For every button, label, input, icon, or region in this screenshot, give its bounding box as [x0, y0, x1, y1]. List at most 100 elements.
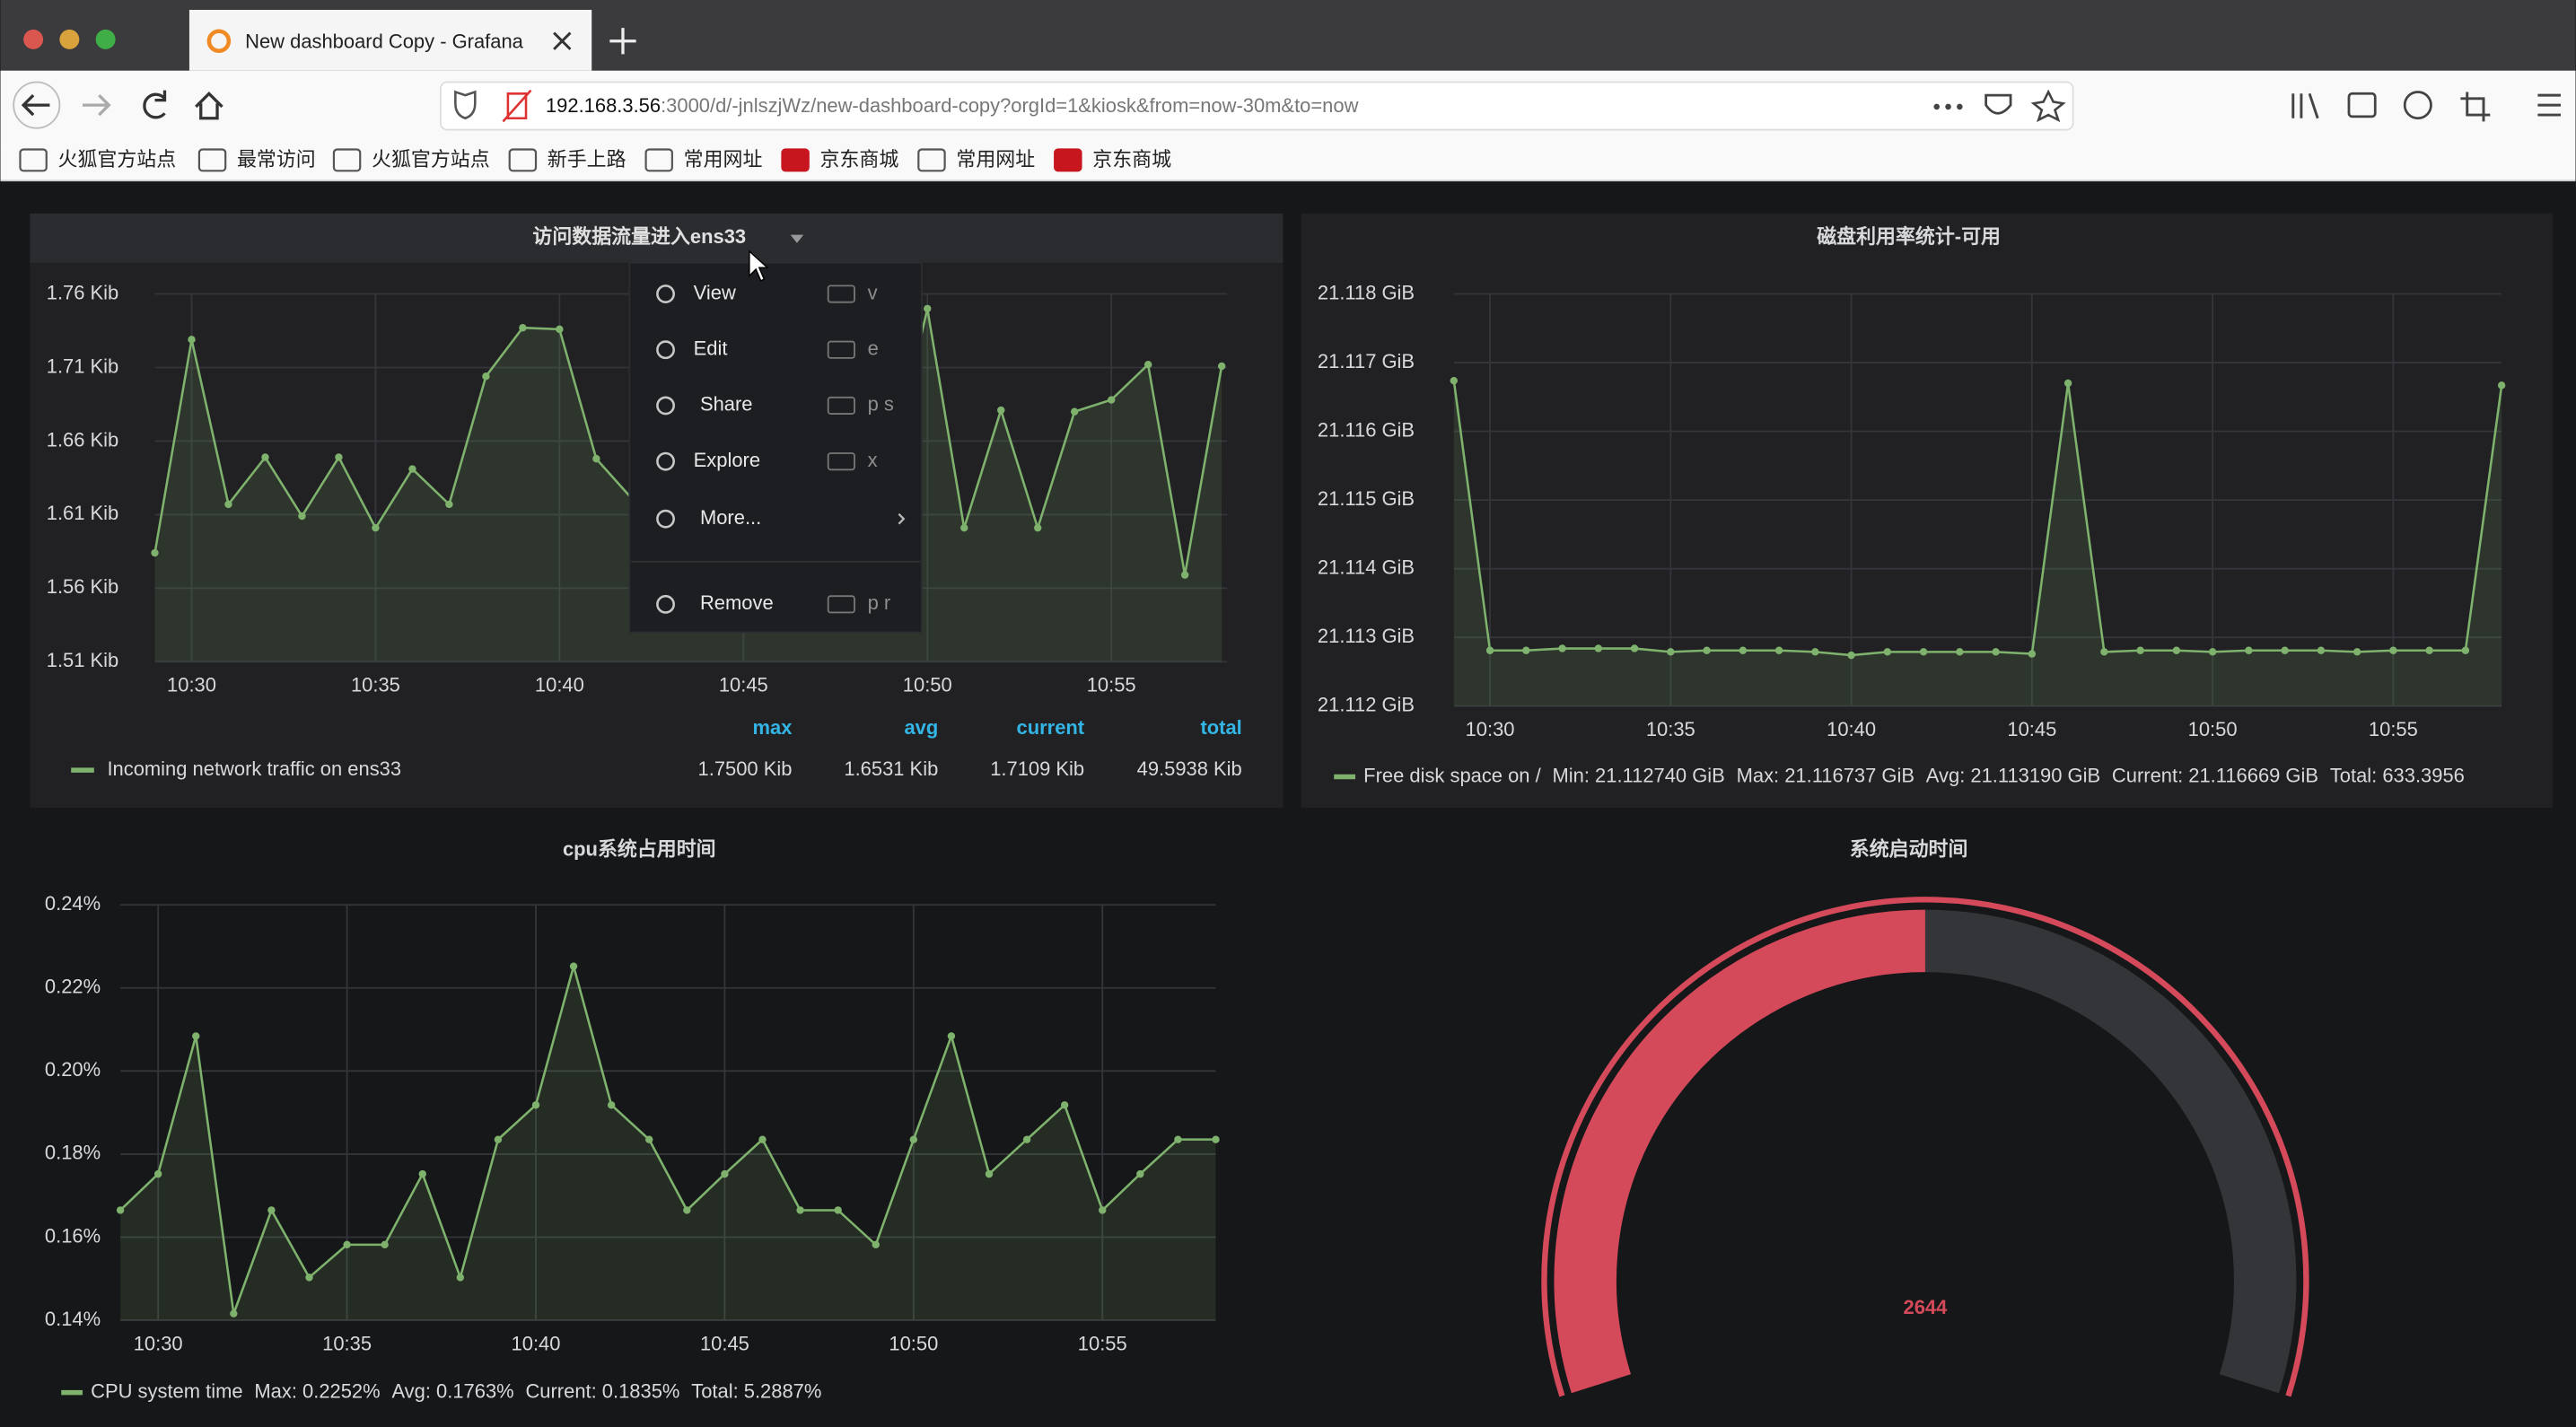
close-window[interactable]: [23, 29, 44, 49]
home-button[interactable]: [195, 91, 223, 120]
keyboard-icon: [827, 595, 855, 614]
bookmark[interactable]: 最常访问: [237, 148, 316, 171]
data-point: [1136, 1169, 1144, 1178]
bookmark-star[interactable]: [2030, 89, 2066, 123]
menu-button[interactable]: [2537, 93, 2562, 117]
url-path: :3000/d/-jnlszjWz/new-dashboard-copy?org…: [661, 94, 1359, 117]
bookmark[interactable]: 新手上路: [548, 148, 626, 171]
x-tick-label: 10:50: [2188, 718, 2238, 740]
menu-shortcut: e: [868, 337, 879, 360]
data-point: [1107, 396, 1116, 404]
data-point: [1180, 571, 1189, 579]
x-tick-label: 10:35: [351, 674, 400, 696]
y-tick-label: 0.22%: [45, 976, 101, 998]
minimize-window[interactable]: [59, 29, 80, 49]
data-point: [2425, 646, 2433, 654]
bookmark-icon: [644, 148, 673, 172]
data-point: [607, 1101, 616, 1109]
data-point: [909, 1135, 918, 1143]
legend-column-header[interactable]: total: [1200, 716, 1241, 739]
panel-title[interactable]: 访问数据流量进入ens33: [532, 225, 746, 248]
menu-shortcut: v: [868, 281, 878, 303]
data-point: [335, 453, 343, 461]
menu-background: [628, 261, 923, 634]
y-tick-label: 0.14%: [45, 1308, 101, 1330]
bookmark[interactable]: 京东商城: [820, 148, 899, 171]
data-point: [2317, 646, 2326, 654]
y-tick-label: 0.16%: [45, 1224, 101, 1247]
bookmark[interactable]: 火狐官方站点: [58, 148, 177, 171]
data-point: [1667, 648, 1675, 656]
forward-button[interactable]: [83, 93, 111, 117]
menu-icon: [656, 340, 675, 360]
zoom-window[interactable]: [95, 29, 116, 49]
data-point: [796, 1206, 804, 1214]
panel-header[interactable]: [30, 213, 1284, 263]
gauge-track: [1924, 909, 2297, 1394]
legend-column-header[interactable]: current: [1017, 716, 1085, 739]
x-tick-label: 10:50: [903, 674, 952, 696]
menu-item-label[interactable]: More...: [700, 506, 761, 529]
data-point: [1956, 648, 1964, 656]
legend-value: 49.5938 Kib: [1137, 757, 1242, 780]
menu-item-label[interactable]: Explore: [694, 449, 760, 471]
x-tick-label: 10:45: [719, 674, 768, 696]
data-point: [305, 1274, 313, 1282]
legend-stat: Current: 0.1835%: [525, 1379, 679, 1402]
menu-icon: [656, 509, 675, 529]
legend-column-header[interactable]: max: [753, 716, 793, 739]
legend-stat: Max: 0.2252%: [254, 1379, 380, 1402]
sidebar-button[interactable]: [2347, 92, 2377, 118]
bookmark[interactable]: 常用网址: [956, 148, 1035, 171]
back-icon: [21, 93, 50, 117]
active-tab[interactable]: [188, 9, 592, 71]
new-tab[interactable]: [609, 28, 636, 55]
legend-stat: Current: 21.116669 GiB: [2112, 764, 2318, 786]
tab-close[interactable]: [553, 31, 572, 50]
gauge-value: 2644: [1904, 1296, 1949, 1318]
y-tick-label: 21.118 GiB: [1318, 281, 1415, 303]
data-point: [2208, 648, 2217, 656]
x-tick-label: 10:40: [535, 674, 584, 696]
data-point: [1060, 1101, 1069, 1109]
back-button[interactable]: [13, 81, 61, 129]
data-point: [1034, 523, 1042, 532]
account-button[interactable]: [2403, 91, 2432, 120]
bookmark[interactable]: 火狐官方站点: [372, 148, 490, 171]
shield-icon[interactable]: [454, 90, 477, 120]
panel-title: 系统启动时间: [1850, 838, 1968, 861]
library-button[interactable]: [2291, 92, 2319, 119]
page-actions[interactable]: [1933, 103, 1963, 110]
pocket-button[interactable]: [1985, 93, 2012, 115]
data-point: [445, 500, 453, 509]
legend-name[interactable]: Incoming network traffic on ens33: [107, 757, 401, 780]
data-point: [1703, 646, 1711, 654]
data-point: [1847, 651, 1855, 660]
legend-column-header[interactable]: avg: [904, 716, 938, 739]
menu-item-label[interactable]: View: [694, 281, 736, 303]
bookmark[interactable]: 常用网址: [684, 148, 763, 171]
data-point: [408, 465, 416, 473]
insecure-icon[interactable]: [502, 89, 532, 123]
menu-item-label[interactable]: Share: [700, 393, 753, 416]
data-point: [1774, 646, 1783, 654]
data-point: [298, 512, 306, 521]
x-tick-label: 10:45: [700, 1332, 749, 1354]
url-bar[interactable]: [439, 81, 2074, 131]
series-line: [119, 961, 1216, 1315]
legend-value: 1.7109 Kib: [990, 757, 1084, 780]
menu-item-label[interactable]: Edit: [694, 337, 728, 360]
data-point: [381, 1240, 389, 1249]
screenshot-button[interactable]: [2460, 92, 2491, 122]
bookmark[interactable]: 京东商城: [1092, 148, 1171, 171]
data-point: [985, 1169, 994, 1178]
data-point: [1070, 407, 1079, 416]
menu-item-label[interactable]: Remove: [700, 591, 774, 614]
legend-name[interactable]: Free disk space on /: [1363, 764, 1541, 786]
reload-button[interactable]: [143, 90, 167, 119]
y-tick-label: 0.20%: [45, 1058, 101, 1081]
legend-name[interactable]: CPU system time: [91, 1379, 242, 1402]
data-point: [758, 1135, 767, 1143]
data-point: [1450, 376, 1459, 385]
panel-menu-caret[interactable]: [790, 234, 804, 243]
